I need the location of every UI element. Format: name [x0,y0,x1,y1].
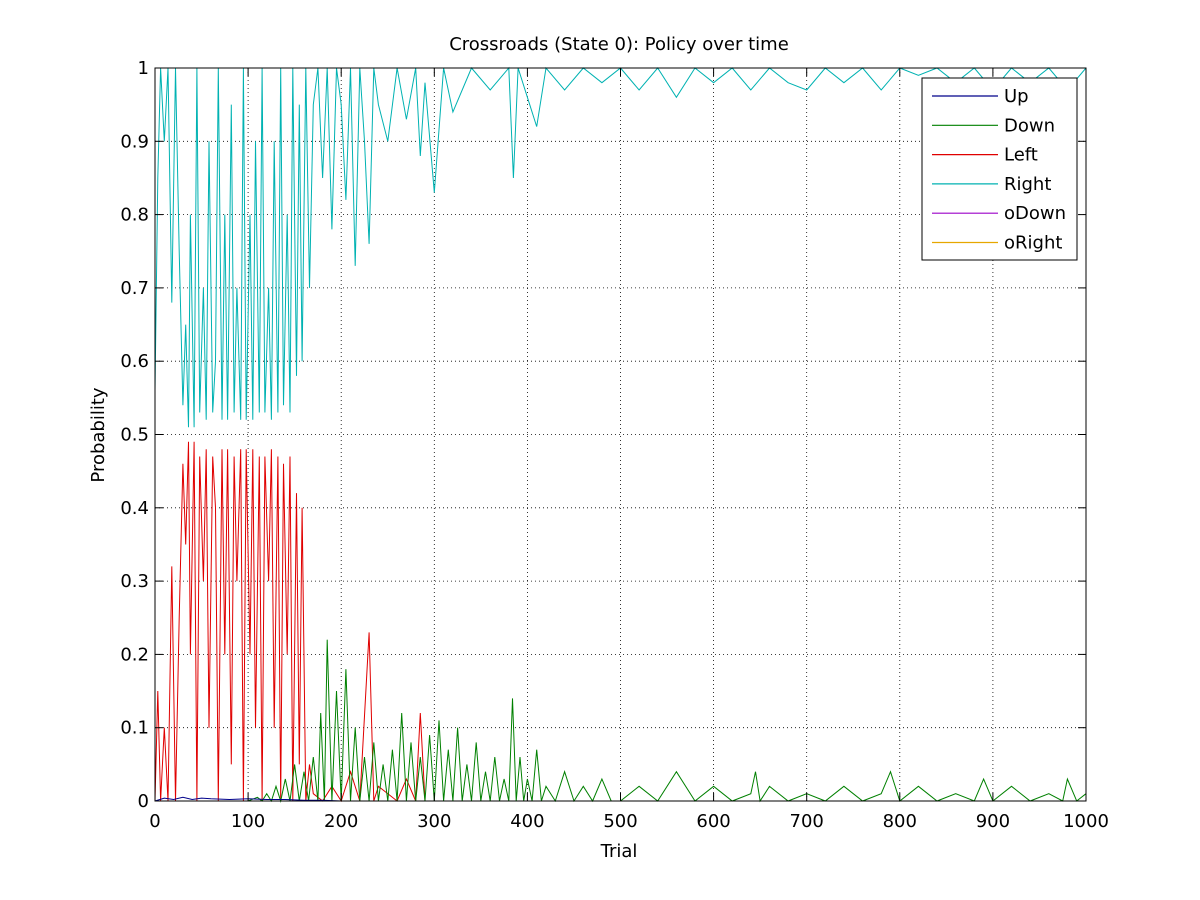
chart-title: Crossroads (State 0): Policy over time [449,34,789,55]
legend-label: oRight [1004,233,1062,254]
series-line-left [154,441,1086,803]
x-axis-label: Trial [600,841,638,862]
y-axis-label: Probability [88,387,109,482]
y-tick-label: 0.5 [120,425,149,446]
x-tick-label: 700 [790,811,824,832]
legend-label: Up [1004,86,1029,107]
y-tick-label: 0.2 [120,644,149,665]
series-line-up [154,796,1086,802]
x-tick-label: 300 [417,811,451,832]
y-tick-label: 0.1 [120,718,149,739]
legend: Up Down Left Right oDown oRight [921,77,1078,261]
y-tick-label: 0.4 [120,498,149,519]
y-tick-label: 0.3 [120,571,149,592]
legend-label: Right [1004,174,1051,195]
y-tick-label: 0.7 [120,278,149,299]
legend-label: Down [1004,115,1055,136]
x-tick-label: 1000 [1063,811,1109,832]
x-tick-label: 600 [696,811,730,832]
y-ticks: 0 0.1 0.2 0.3 0.4 0.5 0.6 0.7 0.8 0.9 1 [120,58,1086,812]
x-tick-label: 500 [603,811,637,832]
legend-label: oDown [1004,203,1066,224]
x-tick-label: 400 [510,811,544,832]
y-tick-label: 0.6 [120,351,149,372]
x-tick-label: 800 [883,811,917,832]
x-tick-label: 200 [324,811,358,832]
x-ticks: 0 100 200 300 400 500 600 700 800 900 1000 [149,68,1109,832]
x-tick-label: 900 [976,811,1010,832]
legend-label: Left [1004,145,1038,166]
x-tick-label: 100 [231,811,265,832]
series-line-down [155,639,1087,803]
legend-box [921,77,1078,261]
y-tick-label: 1 [138,58,149,79]
x-tick-label: 0 [149,811,160,832]
y-tick-label: 0.9 [120,131,149,152]
y-tick-label: 0.8 [120,205,149,226]
y-tick-label: 0 [138,791,149,812]
